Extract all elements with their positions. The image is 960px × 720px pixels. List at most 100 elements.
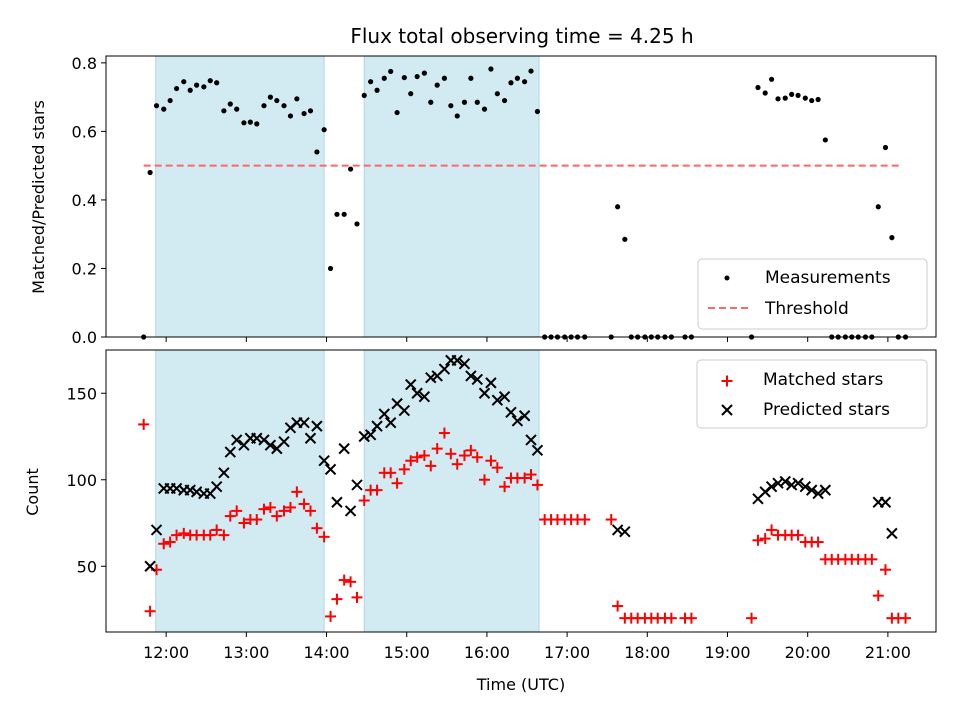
y-tick-label: 100	[66, 471, 97, 490]
measurement-point	[347, 166, 354, 172]
measurement-points	[141, 66, 909, 340]
predicted-point	[779, 475, 791, 488]
matched-point	[766, 524, 778, 536]
measurement-point	[221, 108, 227, 114]
measurement-point	[622, 236, 628, 242]
matched-point	[411, 451, 423, 463]
predicted-point	[438, 363, 451, 375]
measurement-point	[802, 95, 808, 101]
matched-point	[224, 510, 236, 522]
top-legend: Measurements Threshold	[697, 258, 928, 330]
predicted-point	[311, 420, 323, 432]
predicted-point	[425, 371, 437, 384]
predicted-point-b	[525, 434, 537, 446]
predicted-point-b	[184, 484, 196, 496]
predicted-point	[344, 505, 357, 517]
legend-predicted-marker	[721, 404, 733, 416]
measurement-point	[481, 106, 488, 112]
predicted-point	[505, 406, 517, 418]
matched-point	[291, 486, 303, 498]
predicted-point	[218, 467, 230, 479]
predicted-point	[525, 434, 537, 446]
predicted-point-b	[324, 463, 337, 476]
measurement-point	[361, 92, 367, 99]
matched-point	[759, 533, 771, 545]
predicted-point	[418, 391, 431, 403]
matched-point	[866, 553, 878, 565]
predicted-point	[398, 404, 411, 417]
measurement-point	[327, 265, 334, 272]
predicted-point-b	[511, 415, 524, 427]
matched-point	[385, 467, 397, 479]
measurement-point	[882, 144, 889, 151]
matched-point	[792, 529, 804, 541]
measurement-point	[234, 106, 240, 112]
measurement-point	[795, 92, 801, 99]
y-tick-label: 150	[66, 384, 97, 403]
measurement-point	[534, 108, 541, 115]
predicted-point-b	[304, 432, 317, 444]
measurement-point	[441, 75, 448, 81]
matched-point	[284, 501, 296, 513]
measurement-point	[501, 97, 508, 104]
measurement-point	[147, 169, 153, 176]
legend-predicted-x-b	[721, 404, 733, 416]
measurement-point	[789, 91, 795, 97]
measurement-point	[214, 80, 220, 86]
y-tick-label: 0.0	[72, 328, 97, 347]
measurement-point	[815, 96, 821, 103]
predicted-point-b	[384, 416, 397, 429]
x-tick-label: 18:00	[624, 643, 670, 662]
predicted-point-b	[886, 527, 898, 540]
y-tick-label: 0.4	[72, 191, 97, 210]
predicted-point	[324, 463, 337, 476]
matched-point	[218, 529, 230, 541]
predicted-point-b	[344, 505, 357, 517]
predicted-point	[491, 394, 504, 406]
matched-point	[398, 463, 410, 475]
measurement-point	[755, 84, 761, 91]
predicted-point-b	[210, 480, 223, 493]
x-tick-label: 13:00	[223, 643, 269, 662]
x-tick-label: 17:00	[544, 643, 590, 662]
matched-point	[311, 522, 323, 534]
predicted-point	[210, 480, 223, 493]
x-tick-label: 12:00	[143, 643, 189, 662]
matched-point	[358, 495, 370, 507]
matched-point	[438, 427, 450, 439]
measurement-point	[508, 80, 514, 86]
top-y-ticks: 0.0 0.2 0.4 0.6 0.8	[72, 54, 106, 347]
predicted-point	[298, 416, 310, 429]
bottom-x-ticks: 12:00 13:00 14:00 15:00 16:00 17:00 18:00 19:00…	[143, 632, 911, 662]
predicted-point	[792, 477, 804, 489]
measurement-point	[281, 103, 287, 109]
bottom-y-ticks: 50 100 150	[66, 384, 106, 576]
predicted-point-b	[405, 378, 417, 391]
predicted-point	[144, 560, 156, 572]
predicted-point-b	[478, 387, 491, 399]
matched-point	[485, 455, 497, 467]
measurement-point	[762, 90, 768, 96]
predicted-point-b	[792, 477, 804, 489]
predicted-point-b	[799, 480, 811, 493]
matched-point	[178, 527, 190, 539]
x-tick-label: 19:00	[704, 643, 750, 662]
predicted-point-b	[331, 496, 343, 508]
predicted-point	[331, 496, 343, 508]
matched-point	[238, 517, 250, 529]
predicted-point-b	[311, 420, 323, 432]
predicted-point	[805, 484, 818, 496]
measurement-point	[301, 110, 307, 117]
measurement-point	[414, 73, 420, 80]
matched-point	[879, 564, 891, 576]
matched-point	[458, 450, 470, 462]
x-tick-label: 21:00	[865, 643, 911, 662]
matched-point	[351, 591, 363, 603]
predicted-point-b	[144, 560, 156, 572]
y-tick-label: 50	[77, 557, 97, 576]
predicted-point-b	[338, 442, 350, 455]
measurement-point	[287, 113, 294, 119]
matched-point	[158, 538, 170, 550]
predicted-point	[351, 479, 363, 491]
measurement-point	[241, 120, 247, 126]
